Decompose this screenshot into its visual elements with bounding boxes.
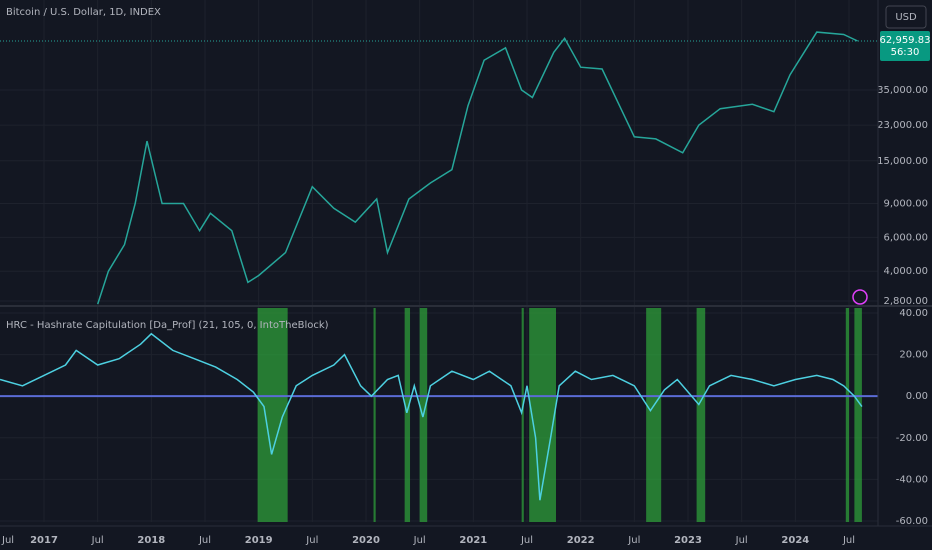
y-tick-label: 2,800.00 — [883, 296, 928, 307]
capitulation-band — [854, 308, 862, 522]
y-tick-label: 9,000.00 — [883, 198, 928, 209]
x-tick-label: Jul — [735, 535, 748, 546]
y-tick-label: 40.00 — [899, 308, 928, 319]
x-tick-label: Jul — [198, 535, 211, 546]
x-tick-label: 2017 — [30, 535, 58, 546]
indicator-title: HRC - Hashrate Capitulation [Da_Prof] (2… — [6, 320, 329, 331]
currency-button[interactable] — [885, 5, 927, 29]
x-tick-label: Jul — [91, 535, 104, 546]
x-tick-label: Jul — [627, 535, 640, 546]
y-tick-label: 20.00 — [899, 350, 928, 361]
y-tick-label: -40.00 — [896, 474, 928, 485]
y-tick-label: 15,000.00 — [877, 156, 928, 167]
x-tick-label: Jul — [305, 535, 318, 546]
x-tick-label: 2018 — [137, 535, 165, 546]
y-tick-label: -60.00 — [896, 516, 928, 527]
last-price-box — [880, 30, 930, 61]
x-tick-label: 2020 — [352, 535, 380, 546]
x-tick-label: 2022 — [567, 535, 595, 546]
y-tick-label: 4,000.00 — [883, 266, 928, 277]
capitulation-band — [529, 308, 556, 522]
capitulation-band — [696, 308, 706, 522]
capitulation-band — [404, 308, 411, 522]
countdown: 56:30 — [891, 47, 920, 58]
alert-icon[interactable] — [852, 289, 868, 305]
y-tick-label: 23,000.00 — [877, 120, 928, 131]
data-line — [0, 332, 863, 501]
pane: 2,800.00 4,000.00 6,000.00 9,000.00 15,000.0… — [0, 31, 928, 307]
x-tick-label: 2021 — [459, 535, 487, 546]
x-tick-label: 2023 — [674, 535, 702, 546]
y-tick-label: 6,000.00 — [883, 232, 928, 243]
pane: 40.00 20.00 0.00 -20.00 -40.00 -60.00 — [0, 308, 928, 527]
x-tick-label: 2019 — [245, 535, 273, 546]
chart-title: Bitcoin / U.S. Dollar, 1D, INDEX — [6, 7, 161, 18]
x-tick-label: Jul — [1, 535, 14, 546]
y-tick-label: 35,000.00 — [877, 85, 928, 96]
x-tick-label: Jul — [842, 535, 855, 546]
y-tick-label: -20.00 — [896, 433, 928, 444]
capitulation-band — [646, 308, 662, 522]
capitulation-band — [373, 308, 376, 522]
capitulation-band — [521, 308, 524, 522]
y-tick-label: 0.00 — [906, 391, 928, 402]
x-tick-label: Jul — [520, 535, 533, 546]
last-price-label: 62,959.83 — [880, 35, 931, 46]
currency: USD — [895, 12, 917, 23]
x-tick-label: Jul — [413, 535, 426, 546]
capitulation-band — [845, 308, 850, 522]
data-line — [96, 31, 858, 305]
plot-layer: 2,800.00 4,000.00 6,000.00 9,000.00 15,000.0… — [0, 0, 928, 527]
x-tick-label: 2024 — [781, 535, 809, 546]
